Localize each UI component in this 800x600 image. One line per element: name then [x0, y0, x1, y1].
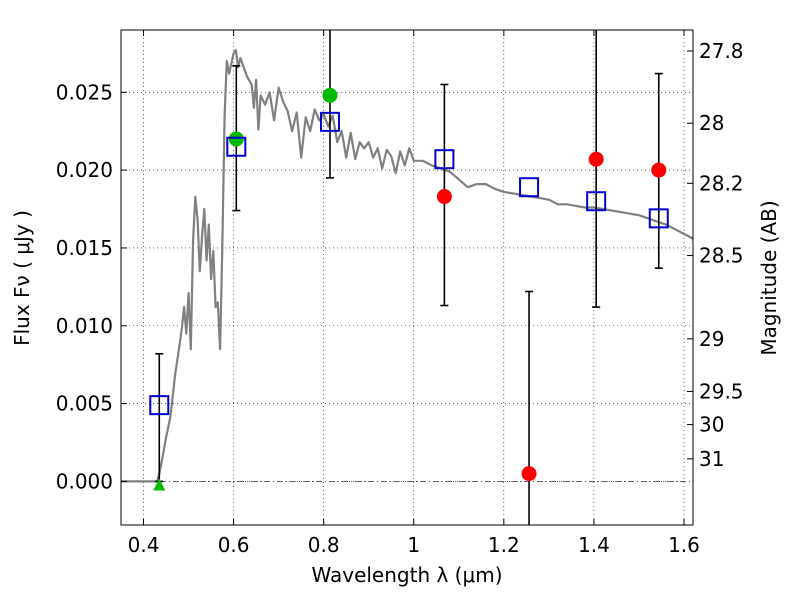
- y2-tick-label: 30: [699, 413, 724, 437]
- x-tick-label: 1.2: [488, 533, 520, 557]
- x-tick-label: 1: [407, 533, 420, 557]
- y-tick-label: 0.025: [56, 80, 113, 104]
- grid-lines: [121, 30, 693, 525]
- upper-limit-marker: [153, 478, 166, 491]
- y2-tick-label: 29: [699, 327, 724, 351]
- detection-point: [322, 87, 338, 103]
- y-tick-label: 0.005: [56, 392, 113, 416]
- y2-tick-label: 28: [699, 111, 724, 135]
- x-tick-label: 0.4: [128, 533, 160, 557]
- model-flux-marker: [149, 395, 170, 416]
- model-flux-marker: [519, 177, 540, 198]
- x-tick-label: 0.6: [218, 533, 250, 557]
- y2-tick-label: 28.2: [699, 171, 744, 195]
- nondetection-point: [588, 151, 604, 167]
- y-tick-label: 0.020: [56, 158, 113, 182]
- model-flux-marker: [586, 191, 607, 212]
- tick-labels: 0.4 0.6 0.8 1 1.2 1.4 1.6 0.000 0.005 0.010 0.015 0…: [56, 39, 744, 557]
- plot-frame: [120, 29, 694, 526]
- model-flux-marker: [226, 136, 247, 157]
- x-tick-label: 1.4: [578, 533, 610, 557]
- nondetection-point: [521, 466, 537, 482]
- y2-tick-label: 29.5: [699, 379, 744, 403]
- y2-tick-label: 31: [699, 447, 724, 471]
- y2-axis-title: Magnitude (AB): [757, 200, 781, 355]
- nondetection-point: [436, 189, 452, 205]
- model-flux-marker: [434, 149, 455, 170]
- data-markers: [149, 87, 669, 491]
- detection-point: [228, 131, 244, 147]
- y-tick-label: 0.015: [56, 236, 113, 260]
- model-flux-marker: [319, 111, 340, 132]
- y2-tick-label: 27.8: [699, 39, 744, 63]
- y-tick-label: 0.010: [56, 314, 113, 338]
- model-flux-marker: [648, 208, 669, 229]
- y-axis-title: Flux Fν ( μJy ): [10, 210, 34, 346]
- axis-ticks: [121, 30, 693, 525]
- x-tick-label: 1.6: [668, 533, 700, 557]
- y2-tick-label: 28.5: [699, 244, 744, 268]
- y-tick-label: 0.000: [56, 469, 113, 493]
- nondetection-point: [651, 162, 667, 178]
- x-tick-label: 0.8: [308, 533, 340, 557]
- x-axis-title: Wavelength λ (μm): [311, 563, 502, 587]
